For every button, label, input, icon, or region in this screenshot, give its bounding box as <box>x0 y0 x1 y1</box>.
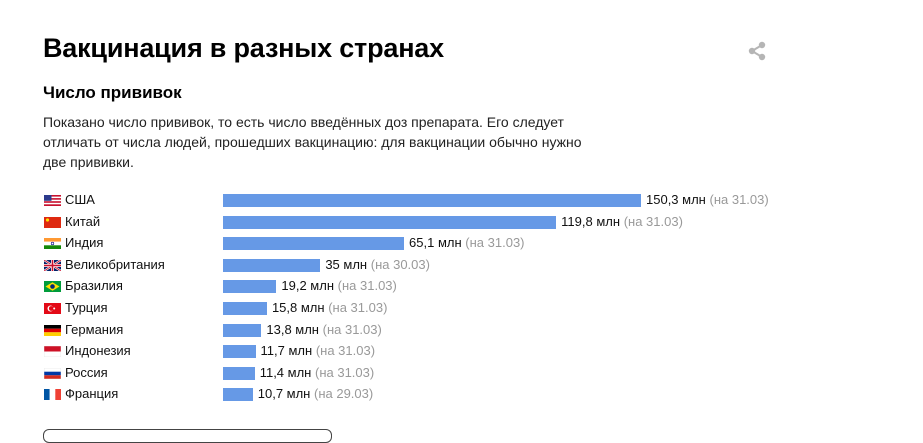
flag-russia-icon <box>44 367 61 379</box>
bottom-control[interactable] <box>43 429 332 443</box>
country-label: Россия <box>65 364 108 380</box>
chart-row: Бразилия 19,2 млн (на 31.03) <box>0 276 923 297</box>
chart-row: Китай 119,8 млн (на 31.03) <box>0 212 923 233</box>
chart-bar <box>223 194 641 207</box>
chart-bar <box>223 258 321 272</box>
share-icon[interactable] <box>746 40 768 62</box>
chart-row: Россия 11,4 млн (на 31.03) <box>0 363 923 384</box>
value-label: 19,2 млн (на 31.03) <box>281 278 396 293</box>
country-label: Индонезия <box>65 343 131 359</box>
value-text: 65,1 млн <box>409 235 462 251</box>
value-text: 150,3 млн <box>646 192 706 207</box>
date-text: (на 31.03) <box>314 364 375 380</box>
page-title: Вакцинация в разных странах <box>43 33 444 63</box>
country-label: США <box>65 192 95 207</box>
country-label: Бразилия <box>65 278 123 294</box>
chart-description: Показано число прививок, то есть число в… <box>43 114 582 170</box>
value-label: 13,8 млн (на 31.03) <box>266 322 381 337</box>
value-text: 13,8 млн <box>266 321 319 337</box>
value-text: 119,8 млн <box>561 213 621 229</box>
chart-bar <box>223 323 262 337</box>
chart-subtitle: Число прививок <box>43 83 182 102</box>
flag-uk-icon <box>44 259 61 271</box>
value-label: 11,7 млн (на 31.03) <box>261 343 376 358</box>
chart-bar <box>223 237 405 251</box>
flag-germany-icon <box>44 324 61 336</box>
date-text: (на 31.03) <box>623 213 683 229</box>
date-text: (на 29.03) <box>314 386 374 402</box>
country-label: Китай <box>65 213 101 229</box>
value-text: 35 млн <box>325 256 368 272</box>
date-text: (на 31.03) <box>465 235 525 251</box>
flag-turkey-icon <box>44 303 61 314</box>
country-label: Турция <box>65 300 108 315</box>
country-label: Франция <box>65 386 119 402</box>
date-text: (на 31.03) <box>315 343 376 359</box>
value-label: 65,1 млн (на 31.03) <box>409 235 524 250</box>
value-text: 10,7 млн <box>257 386 311 402</box>
chart-row: Великобритания 35 млн (на 30.03) <box>0 255 923 276</box>
value-label: 35 млн (на 30.03) <box>325 257 430 272</box>
flag-brazil-icon <box>44 281 61 293</box>
flag-usa-icon <box>44 195 61 206</box>
value-text: 15,8 млн <box>271 300 325 315</box>
country-label: Индия <box>65 235 104 251</box>
value-label: 150,3 млн (на 31.03) <box>646 192 769 207</box>
chart-bar <box>223 215 557 229</box>
date-text: (на 30.03) <box>370 256 430 272</box>
flag-indonesia-icon <box>44 346 61 358</box>
chart-row: Франция 10,7 млн (на 29.03) <box>0 384 923 405</box>
chart-row: США 150,3 млн (на 31.03) <box>0 190 923 211</box>
chart-row: Турция 15,8 млн (на 31.03) <box>0 298 923 319</box>
date-text: (на 31.03) <box>328 300 388 315</box>
chart-row: Германия 13,8 млн (на 31.03) <box>0 320 923 341</box>
value-text: 19,2 млн <box>281 278 335 294</box>
date-text: (на 31.03) <box>322 321 382 337</box>
date-text: (на 31.03) <box>337 278 397 294</box>
chart-row: Индия 65,1 млн (на 31.03) <box>0 233 923 254</box>
chart-row: Индонезия 11,7 млн (на 31.03) <box>0 341 923 362</box>
value-label: 10,7 млн (на 29.03) <box>258 386 373 401</box>
country-label: Германия <box>65 321 124 337</box>
value-label: 15,8 млн (на 31.03) <box>272 300 387 315</box>
value-text: 11,4 млн <box>259 364 312 380</box>
date-text: (на 31.03) <box>709 192 769 207</box>
chart-bar <box>223 280 277 294</box>
flag-india-icon <box>44 238 61 250</box>
country-label: Великобритания <box>65 256 165 272</box>
chart-bar <box>223 345 256 359</box>
flag-france-icon <box>44 389 61 401</box>
chart-bar <box>223 388 253 402</box>
value-text: 11,7 млн <box>260 343 313 359</box>
chart-bar <box>223 302 267 315</box>
chart-bar <box>223 366 255 380</box>
value-label: 11,4 млн (на 31.03) <box>260 365 375 380</box>
flag-china-icon <box>44 216 61 228</box>
value-label: 119,8 млн (на 31.03) <box>561 214 683 229</box>
vaccination-bar-chart: США 150,3 млн (на 31.03) Китай 119,8 млн (н… <box>0 190 923 410</box>
